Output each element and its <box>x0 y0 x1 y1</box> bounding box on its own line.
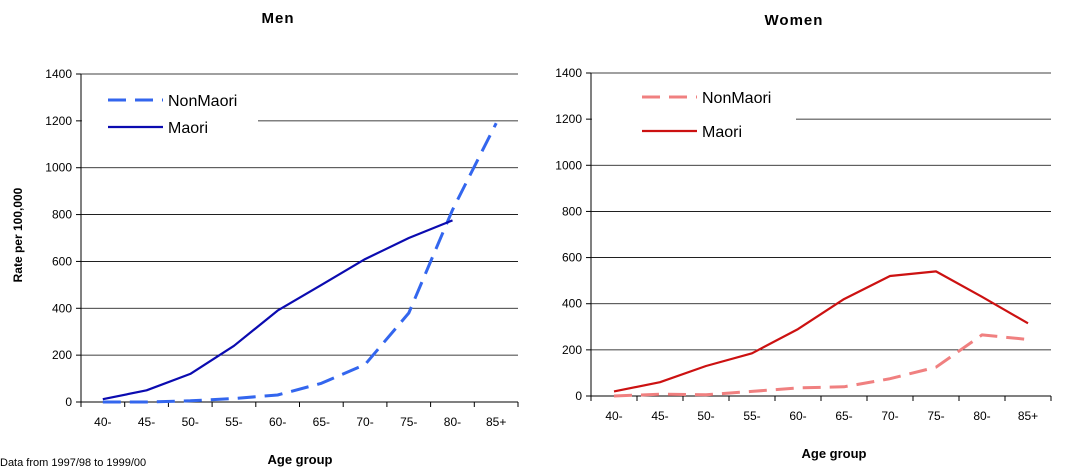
men-x-tick-label: 50- <box>182 415 199 429</box>
women-series-nonmaori-line <box>613 333 1029 398</box>
men-chart: 0 200 400 600 800 1000 1200 1400 40- 45- 50- 55- 60-… <box>45 67 519 429</box>
men-x-tick-label: 40- <box>94 415 111 429</box>
women-x-tick-label: 85+ <box>1018 409 1038 423</box>
footnote: Data from 1997/98 to 1999/00 <box>0 457 147 469</box>
men-y-tick-label: 200 <box>52 348 72 362</box>
women-y-tick-label: 0 <box>575 389 582 403</box>
men-y-tick-label: 400 <box>52 301 72 315</box>
women-x-tick-label: 55- <box>743 409 760 423</box>
men-y-tick-label: 800 <box>52 208 72 222</box>
men-series-nonmaori-line <box>102 122 498 404</box>
men-x-tick-label: 60- <box>269 415 286 429</box>
men-x-tick-label: 45- <box>138 415 155 429</box>
women-x-tick-label: 60- <box>789 409 806 423</box>
men-legend-label-nonmaori: NonMaori <box>168 93 237 110</box>
women-y-tick-label: 1200 <box>555 112 582 126</box>
women-chart: 0 200 400 600 800 1000 1200 1400 40- 45- 50- 55- 60-… <box>555 66 1052 423</box>
men-x-tick-label: 70- <box>356 415 373 429</box>
women-chart-title: Women <box>764 12 824 29</box>
women-x-axis-label: Age group <box>801 446 867 461</box>
women-y-tick-label: 1000 <box>555 158 582 172</box>
women-legend <box>592 79 796 122</box>
men-y-tick-label: 1000 <box>45 161 72 175</box>
men-y-tick-label: 0 <box>65 395 72 409</box>
women-y-tick-label: 800 <box>562 204 582 218</box>
women-y-tick-label: 200 <box>562 343 582 357</box>
women-y-tick-label: 600 <box>562 251 582 265</box>
men-series-maori-line <box>102 219 453 401</box>
women-x-tick-label: 70- <box>881 409 898 423</box>
women-x-tick-label: 40- <box>605 409 622 423</box>
men-x-tick-label: 55- <box>225 415 242 429</box>
women-x-tick-label: 75- <box>927 409 944 423</box>
women-series-maori-line <box>613 270 1029 393</box>
women-x-tick-label: 50- <box>697 409 714 423</box>
women-y-tick-label: 1400 <box>555 66 582 80</box>
men-x-tick-label: 75- <box>400 415 417 429</box>
women-legend-label-maori: Maori <box>702 124 742 141</box>
men-y-tick-label: 1200 <box>45 114 72 128</box>
men-y-tick-label: 600 <box>52 254 72 268</box>
women-x-tick-label: 80- <box>973 409 990 423</box>
men-x-axis-label: Age group <box>267 452 333 467</box>
men-x-tick-label: 85+ <box>486 415 506 429</box>
men-y-tick-label: 1400 <box>45 67 72 81</box>
women-legend-label-nonmaori: NonMaori <box>702 90 771 107</box>
women-x-tick-label: 65- <box>835 409 852 423</box>
women-y-tick-label: 400 <box>562 297 582 311</box>
men-x-tick-label: 80- <box>444 415 461 429</box>
men-legend <box>82 80 258 125</box>
women-x-tick-label: 45- <box>651 409 668 423</box>
men-chart-title: Men <box>261 10 295 27</box>
men-legend-label-maori: Maori <box>168 120 208 137</box>
men-x-tick-label: 65- <box>313 415 330 429</box>
